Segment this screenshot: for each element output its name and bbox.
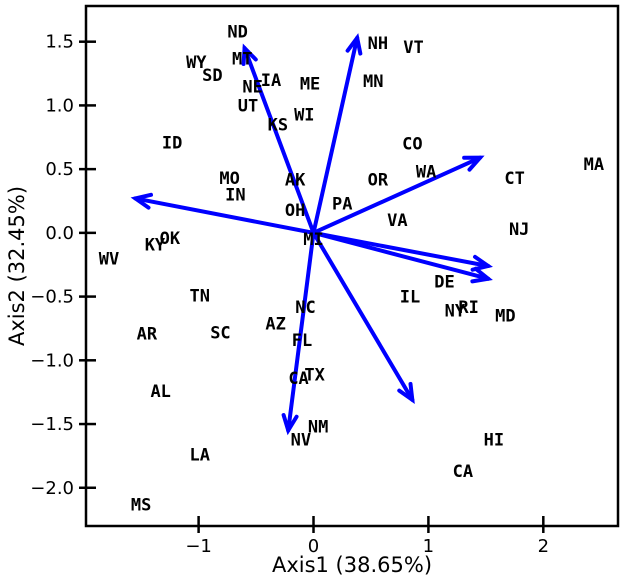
state-label: PA bbox=[332, 195, 352, 215]
state-label: UT bbox=[238, 96, 258, 116]
loading-arrow bbox=[311, 230, 415, 405]
state-label: CA bbox=[453, 462, 473, 482]
arrow-shaft bbox=[311, 35, 360, 235]
state-label: WI bbox=[294, 105, 314, 125]
state-label: MT bbox=[232, 49, 252, 69]
state-label: KS bbox=[268, 116, 288, 136]
arrow-head bbox=[130, 192, 153, 210]
arrow-head bbox=[462, 155, 485, 172]
state-label: NE bbox=[242, 77, 262, 97]
state-label: TX bbox=[304, 365, 325, 385]
x-axis-title: Axis1 (38.65%) bbox=[272, 553, 432, 577]
loading-arrows bbox=[130, 33, 493, 436]
y-tick-label: −1.0 bbox=[30, 350, 74, 371]
state-label: CT bbox=[504, 169, 524, 189]
state-label: MA bbox=[584, 155, 604, 175]
arrow-head bbox=[345, 33, 363, 56]
state-label: FL bbox=[292, 331, 312, 351]
state-label: SD bbox=[202, 66, 222, 86]
arrow-head bbox=[397, 381, 415, 405]
loading-arrow bbox=[130, 192, 316, 235]
state-label: WV bbox=[99, 249, 119, 269]
arrow-shaft bbox=[133, 196, 316, 235]
state-label: HI bbox=[484, 430, 504, 450]
x-tick-label: 1 bbox=[423, 536, 434, 557]
state-label: NY bbox=[445, 302, 466, 322]
y-tick-label: −0.5 bbox=[30, 287, 74, 308]
state-label: ME bbox=[300, 75, 320, 95]
loading-arrow bbox=[311, 33, 363, 235]
state-label: ND bbox=[227, 22, 247, 42]
state-label: MI bbox=[303, 230, 323, 250]
axis-ticks: −1 0 1 2 −2.0 −1.5 −1.0 −0.5 0.0 0.5 1.0 1.5 bbox=[30, 32, 549, 557]
arrow-shaft bbox=[286, 230, 316, 433]
state-label: MN bbox=[363, 72, 383, 92]
state-label: NV bbox=[291, 430, 311, 450]
state-label: MD bbox=[495, 307, 515, 327]
y-axis-title: Axis2 (32.45%) bbox=[5, 186, 29, 346]
state-label: MS bbox=[131, 495, 151, 515]
y-tick-label: −2.0 bbox=[30, 478, 74, 499]
state-label: OR bbox=[368, 170, 389, 190]
state-label: VA bbox=[387, 211, 407, 231]
state-label: CA bbox=[288, 369, 308, 389]
state-label: VT bbox=[403, 38, 423, 58]
state-label: AR bbox=[137, 325, 158, 345]
arrow-shaft bbox=[311, 230, 491, 268]
state-label: OH bbox=[285, 201, 305, 221]
loading-arrow bbox=[281, 230, 316, 436]
state-label: MO bbox=[219, 169, 239, 189]
x-tick-label: 0 bbox=[308, 536, 319, 557]
state-label: ID bbox=[162, 133, 182, 153]
y-tick-label: 1.0 bbox=[45, 95, 74, 116]
state-label: AZ bbox=[265, 314, 285, 334]
state-label: NJ bbox=[509, 220, 529, 240]
x-tick-label: 2 bbox=[538, 536, 549, 557]
state-label: IA bbox=[261, 71, 281, 91]
state-label: DE bbox=[434, 272, 454, 292]
arrow-shaft bbox=[242, 46, 316, 235]
state-label: NM bbox=[308, 418, 328, 438]
state-label: OK bbox=[160, 229, 181, 249]
arrow-shaft bbox=[311, 230, 491, 281]
arrow-head bbox=[241, 43, 258, 67]
plot-frame bbox=[84, 4, 620, 528]
state-label: NH bbox=[368, 34, 388, 54]
state-label: TN bbox=[190, 286, 210, 306]
loading-arrow bbox=[311, 230, 493, 284]
state-label: LA bbox=[190, 446, 210, 466]
y-tick-label: 0.0 bbox=[45, 223, 74, 244]
x-tick-label: −1 bbox=[185, 536, 212, 557]
state-label: KY bbox=[145, 235, 166, 255]
arrow-shaft bbox=[311, 155, 483, 235]
loading-arrow bbox=[311, 155, 485, 235]
state-label: AL bbox=[150, 382, 170, 402]
y-tick-label: −1.5 bbox=[30, 414, 74, 435]
state-label: WY bbox=[186, 53, 207, 73]
state-label: NC bbox=[295, 298, 315, 318]
y-tick-label: 1.5 bbox=[45, 32, 74, 53]
y-tick-label: 0.5 bbox=[45, 159, 74, 180]
arrow-head bbox=[281, 413, 299, 436]
state-label: IL bbox=[400, 288, 420, 308]
arrow-head bbox=[470, 266, 493, 284]
state-label: WA bbox=[416, 163, 436, 183]
state-label: CO bbox=[402, 135, 422, 155]
state-label: IN bbox=[225, 186, 245, 206]
state-label: AK bbox=[285, 170, 306, 190]
loading-arrow bbox=[241, 43, 316, 235]
state-label: SC bbox=[210, 323, 230, 343]
arrow-shaft bbox=[311, 230, 415, 402]
state-label: RI bbox=[458, 298, 478, 318]
